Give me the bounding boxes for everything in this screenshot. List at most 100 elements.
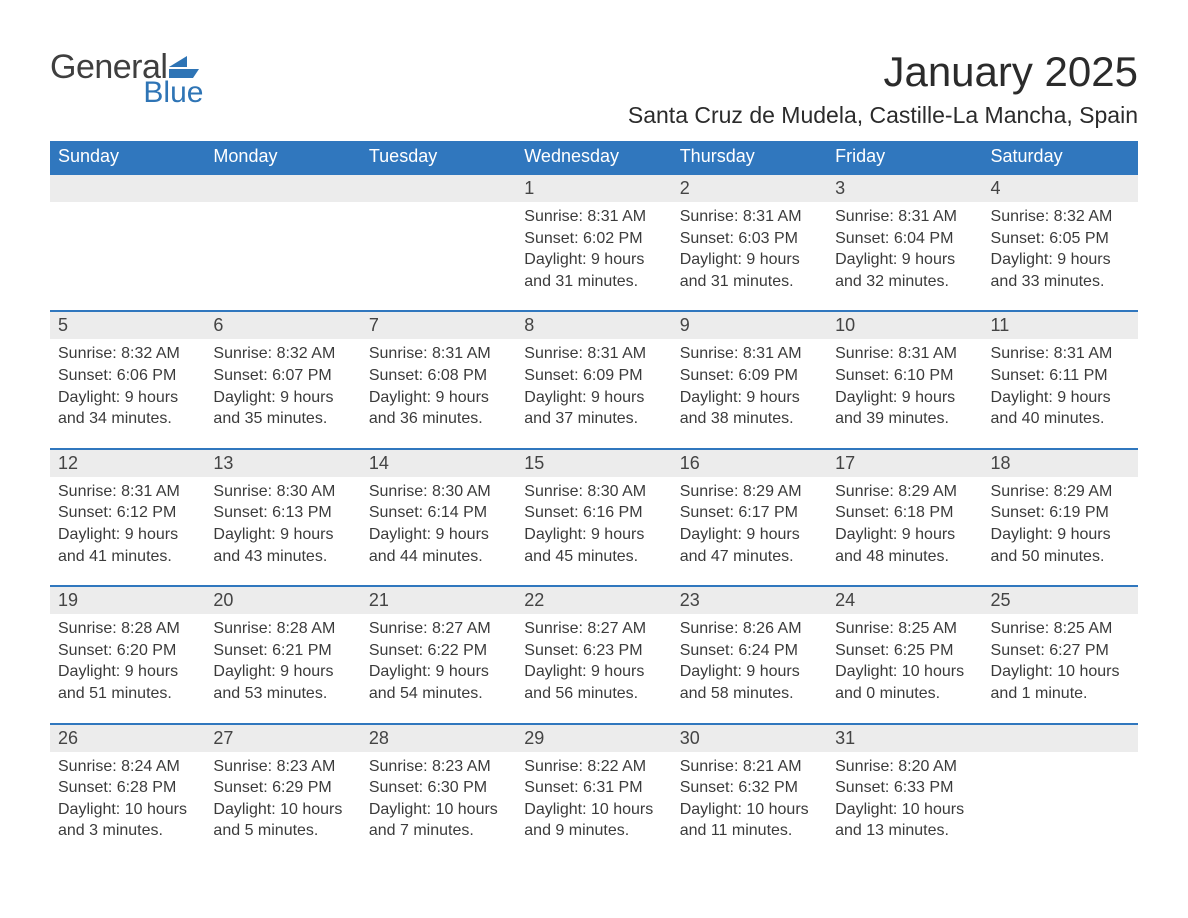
sunset-text: Sunset: 6:33 PM <box>835 777 974 799</box>
calendar-header: SundayMondayTuesdayWednesdayThursdayFrid… <box>50 141 1138 174</box>
daylight-text: Daylight: 9 hours and 44 minutes. <box>369 524 508 567</box>
sunset-text: Sunset: 6:06 PM <box>58 365 197 387</box>
day-cell: Sunrise: 8:27 AMSunset: 6:22 PMDaylight:… <box>361 614 516 723</box>
header-row: General Blue January 2025 Santa Cruz de … <box>50 40 1138 141</box>
sunset-text: Sunset: 6:11 PM <box>991 365 1130 387</box>
daylight-text: Daylight: 9 hours and 40 minutes. <box>991 387 1130 430</box>
day-cell: Sunrise: 8:22 AMSunset: 6:31 PMDaylight:… <box>516 752 671 860</box>
day-number <box>361 174 516 202</box>
sunset-text: Sunset: 6:20 PM <box>58 640 197 662</box>
sunset-text: Sunset: 6:07 PM <box>213 365 352 387</box>
day-cell: Sunrise: 8:29 AMSunset: 6:18 PMDaylight:… <box>827 477 982 586</box>
day-number: 29 <box>516 724 671 752</box>
day-number: 1 <box>516 174 671 202</box>
sunset-text: Sunset: 6:31 PM <box>524 777 663 799</box>
sunrise-text: Sunrise: 8:24 AM <box>58 756 197 778</box>
daylight-text: Daylight: 9 hours and 54 minutes. <box>369 661 508 704</box>
page-title: January 2025 <box>628 48 1138 96</box>
week-daynum-row: 19202122232425 <box>50 586 1138 614</box>
day-cell: Sunrise: 8:30 AMSunset: 6:14 PMDaylight:… <box>361 477 516 586</box>
sunrise-text: Sunrise: 8:31 AM <box>991 343 1130 365</box>
sunset-text: Sunset: 6:14 PM <box>369 502 508 524</box>
sunrise-text: Sunrise: 8:32 AM <box>58 343 197 365</box>
sunset-text: Sunset: 6:28 PM <box>58 777 197 799</box>
daylight-text: Daylight: 9 hours and 50 minutes. <box>991 524 1130 567</box>
sunset-text: Sunset: 6:24 PM <box>680 640 819 662</box>
sunrise-text: Sunrise: 8:28 AM <box>58 618 197 640</box>
day-cell: Sunrise: 8:31 AMSunset: 6:04 PMDaylight:… <box>827 202 982 311</box>
day-number: 27 <box>205 724 360 752</box>
day-number: 16 <box>672 449 827 477</box>
daylight-text: Daylight: 9 hours and 36 minutes. <box>369 387 508 430</box>
daylight-text: Daylight: 9 hours and 37 minutes. <box>524 387 663 430</box>
day-number: 22 <box>516 586 671 614</box>
day-number: 17 <box>827 449 982 477</box>
day-number: 13 <box>205 449 360 477</box>
daylight-text: Daylight: 9 hours and 47 minutes. <box>680 524 819 567</box>
day-cell <box>361 202 516 311</box>
sunrise-text: Sunrise: 8:25 AM <box>835 618 974 640</box>
sunrise-text: Sunrise: 8:23 AM <box>369 756 508 778</box>
weekday-header: Saturday <box>983 141 1138 174</box>
day-cell: Sunrise: 8:31 AMSunset: 6:11 PMDaylight:… <box>983 339 1138 448</box>
week-body-row: Sunrise: 8:24 AMSunset: 6:28 PMDaylight:… <box>50 752 1138 860</box>
sunset-text: Sunset: 6:09 PM <box>524 365 663 387</box>
day-cell: Sunrise: 8:32 AMSunset: 6:05 PMDaylight:… <box>983 202 1138 311</box>
day-number: 21 <box>361 586 516 614</box>
daylight-text: Daylight: 10 hours and 3 minutes. <box>58 799 197 842</box>
day-number: 18 <box>983 449 1138 477</box>
day-cell: Sunrise: 8:26 AMSunset: 6:24 PMDaylight:… <box>672 614 827 723</box>
day-cell: Sunrise: 8:32 AMSunset: 6:06 PMDaylight:… <box>50 339 205 448</box>
day-cell: Sunrise: 8:30 AMSunset: 6:16 PMDaylight:… <box>516 477 671 586</box>
sunset-text: Sunset: 6:04 PM <box>835 228 974 250</box>
sunrise-text: Sunrise: 8:30 AM <box>213 481 352 503</box>
sunrise-text: Sunrise: 8:31 AM <box>524 206 663 228</box>
day-cell: Sunrise: 8:31 AMSunset: 6:10 PMDaylight:… <box>827 339 982 448</box>
sunrise-text: Sunrise: 8:25 AM <box>991 618 1130 640</box>
daylight-text: Daylight: 9 hours and 38 minutes. <box>680 387 819 430</box>
daylight-text: Daylight: 9 hours and 32 minutes. <box>835 249 974 292</box>
day-number: 14 <box>361 449 516 477</box>
day-number: 4 <box>983 174 1138 202</box>
day-cell: Sunrise: 8:23 AMSunset: 6:30 PMDaylight:… <box>361 752 516 860</box>
day-number <box>983 724 1138 752</box>
week-daynum-row: 1234 <box>50 174 1138 202</box>
sunrise-text: Sunrise: 8:31 AM <box>58 481 197 503</box>
day-cell: Sunrise: 8:31 AMSunset: 6:09 PMDaylight:… <box>516 339 671 448</box>
day-number: 3 <box>827 174 982 202</box>
day-cell: Sunrise: 8:29 AMSunset: 6:19 PMDaylight:… <box>983 477 1138 586</box>
daylight-text: Daylight: 10 hours and 0 minutes. <box>835 661 974 704</box>
sunset-text: Sunset: 6:18 PM <box>835 502 974 524</box>
sunset-text: Sunset: 6:17 PM <box>680 502 819 524</box>
daylight-text: Daylight: 10 hours and 5 minutes. <box>213 799 352 842</box>
day-number: 30 <box>672 724 827 752</box>
day-cell: Sunrise: 8:32 AMSunset: 6:07 PMDaylight:… <box>205 339 360 448</box>
daylight-text: Daylight: 9 hours and 34 minutes. <box>58 387 197 430</box>
location-subtitle: Santa Cruz de Mudela, Castille-La Mancha… <box>628 102 1138 129</box>
daylight-text: Daylight: 9 hours and 33 minutes. <box>991 249 1130 292</box>
sunrise-text: Sunrise: 8:27 AM <box>524 618 663 640</box>
week-daynum-row: 12131415161718 <box>50 449 1138 477</box>
day-cell: Sunrise: 8:25 AMSunset: 6:25 PMDaylight:… <box>827 614 982 723</box>
day-cell: Sunrise: 8:27 AMSunset: 6:23 PMDaylight:… <box>516 614 671 723</box>
sunrise-text: Sunrise: 8:31 AM <box>369 343 508 365</box>
sunrise-text: Sunrise: 8:29 AM <box>835 481 974 503</box>
day-number: 31 <box>827 724 982 752</box>
sunrise-text: Sunrise: 8:31 AM <box>524 343 663 365</box>
sunset-text: Sunset: 6:27 PM <box>991 640 1130 662</box>
day-number: 5 <box>50 311 205 339</box>
daylight-text: Daylight: 9 hours and 51 minutes. <box>58 661 197 704</box>
daylight-text: Daylight: 10 hours and 11 minutes. <box>680 799 819 842</box>
daylight-text: Daylight: 9 hours and 35 minutes. <box>213 387 352 430</box>
day-number: 9 <box>672 311 827 339</box>
week-daynum-row: 262728293031 <box>50 724 1138 752</box>
sunset-text: Sunset: 6:21 PM <box>213 640 352 662</box>
sunrise-text: Sunrise: 8:32 AM <box>213 343 352 365</box>
day-number: 2 <box>672 174 827 202</box>
day-cell: Sunrise: 8:30 AMSunset: 6:13 PMDaylight:… <box>205 477 360 586</box>
sunset-text: Sunset: 6:08 PM <box>369 365 508 387</box>
day-cell <box>50 202 205 311</box>
sunrise-text: Sunrise: 8:30 AM <box>524 481 663 503</box>
daylight-text: Daylight: 9 hours and 39 minutes. <box>835 387 974 430</box>
sunset-text: Sunset: 6:13 PM <box>213 502 352 524</box>
